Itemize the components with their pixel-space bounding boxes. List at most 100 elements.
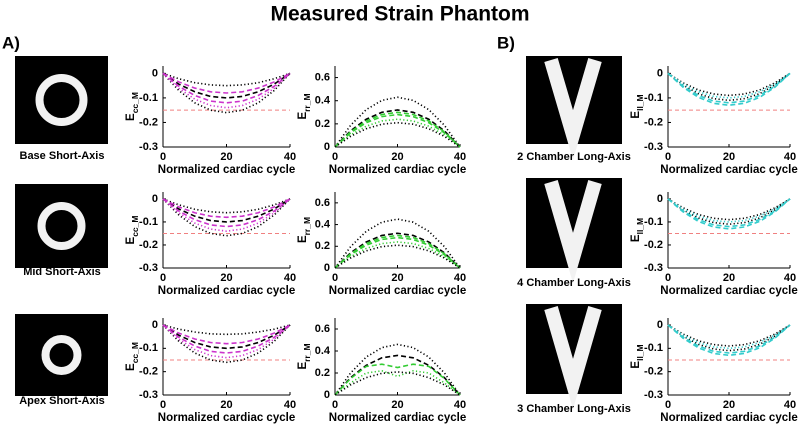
y-axis-label-main: E <box>297 362 309 370</box>
image-label: 4 Chamber Long-Axis <box>517 277 631 289</box>
y-axis-label-main: E <box>125 236 137 244</box>
y-tick-label: 0 <box>152 67 158 79</box>
x-axis-label: Normalized cardiac cycle <box>158 164 295 176</box>
x-tick-label: 20 <box>391 151 403 163</box>
y-axis-label-sub: cc_M <box>130 342 140 363</box>
x-tick-label: 20 <box>220 151 232 163</box>
image-label: Base Short-Axis <box>20 150 105 162</box>
y-axis-label-main: E <box>125 363 137 371</box>
x-tick-label: 0 <box>160 151 166 163</box>
x-axis-label: Normalized cardiac cycle <box>158 285 295 297</box>
data-line <box>667 198 791 230</box>
x-tick-label: 20 <box>723 272 735 284</box>
y-tick-label: -0.1 <box>139 342 158 354</box>
data-line <box>667 324 791 347</box>
data-line <box>334 96 461 148</box>
x-tick-label: 0 <box>665 399 671 411</box>
y-tick-label: 0 <box>324 262 330 274</box>
data-line <box>667 72 791 99</box>
y-tick-label: -0.2 <box>644 366 663 378</box>
data-line <box>334 369 461 396</box>
data-line <box>334 113 461 148</box>
x-tick-label: 0 <box>332 151 338 163</box>
data-line <box>162 72 291 99</box>
data-line <box>334 121 461 148</box>
y-axis-label-main: E <box>630 361 642 369</box>
y-tick-label: -0.2 <box>139 366 158 378</box>
data-line <box>162 72 291 94</box>
y-axis-label-sub: rr_M <box>302 217 312 235</box>
data-line <box>667 324 791 350</box>
y-tick-label: 0 <box>657 319 663 331</box>
data-line <box>667 324 791 354</box>
data-line <box>334 111 461 148</box>
phantom-image <box>15 314 108 396</box>
y-tick-label: 0.4 <box>315 95 331 107</box>
x-tick-label: 0 <box>332 399 338 411</box>
data-line <box>667 198 791 228</box>
y-tick-label: -0.3 <box>139 141 158 153</box>
x-axis-label: Normalized cardiac cycle <box>158 412 295 424</box>
phantom-image <box>15 184 108 268</box>
y-tick-label: 0 <box>324 389 330 401</box>
y-axis-label: Err_M <box>297 217 312 243</box>
y-axis-label: Ell_M <box>630 94 645 118</box>
data-line <box>667 198 791 221</box>
y-tick-label: 0 <box>152 193 158 205</box>
panel-label: A) <box>2 33 20 52</box>
y-tick-label: 0.4 <box>315 218 331 230</box>
data-line <box>162 198 291 223</box>
y-tick-label: -0.3 <box>644 262 663 274</box>
y-tick-label: -0.2 <box>644 116 663 128</box>
y-tick-label: -0.1 <box>139 216 158 228</box>
y-tick-label: -0.3 <box>644 141 663 153</box>
y-tick-label: 0 <box>324 141 330 153</box>
x-tick-label: 0 <box>665 151 671 163</box>
data-line <box>334 354 461 396</box>
y-axis-label-sub: cc_M <box>130 92 140 113</box>
data-line <box>334 218 461 269</box>
y-tick-label: -0.1 <box>644 92 663 104</box>
x-tick-label: 40 <box>784 151 796 163</box>
x-axis-label: Normalized cardiac cycle <box>329 412 466 424</box>
y-tick-label: -0.2 <box>139 239 158 251</box>
data-line <box>667 72 791 97</box>
y-tick-label: 0.6 <box>315 71 330 83</box>
x-tick-label: 40 <box>784 399 796 411</box>
y-tick-label: 0.2 <box>315 118 330 130</box>
y-axis-label: Ecc_M <box>125 342 140 371</box>
x-tick-label: 40 <box>454 399 466 411</box>
data-line <box>334 241 461 269</box>
y-tick-label: -0.2 <box>644 239 663 251</box>
data-line <box>162 324 291 359</box>
data-line <box>667 324 791 352</box>
y-axis-label: Ecc_M <box>125 216 140 245</box>
x-axis-label: Normalized cardiac cycle <box>660 285 797 297</box>
x-tick-label: 40 <box>454 272 466 284</box>
y-tick-label: -0.3 <box>139 262 158 274</box>
image-label: 3 Chamber Long-Axis <box>517 403 631 415</box>
x-tick-label: 20 <box>723 399 735 411</box>
phantom-image <box>526 56 622 160</box>
data-line <box>162 72 291 87</box>
y-tick-label: -0.1 <box>644 342 663 354</box>
data-line <box>162 198 291 214</box>
data-line <box>162 198 291 232</box>
y-tick-label: -0.1 <box>644 216 663 228</box>
data-line <box>667 198 791 223</box>
y-tick-label: -0.3 <box>644 389 663 401</box>
data-line <box>334 109 461 148</box>
panel-label: B) <box>497 33 515 52</box>
x-tick-label: 0 <box>332 272 338 284</box>
data-line <box>162 324 291 350</box>
y-tick-label: 0.6 <box>315 323 330 335</box>
data-line <box>334 232 461 269</box>
y-tick-label: -0.1 <box>139 92 158 104</box>
y-axis-label-sub: rr_M <box>302 93 312 111</box>
y-axis-label: Ell_M <box>630 218 645 242</box>
